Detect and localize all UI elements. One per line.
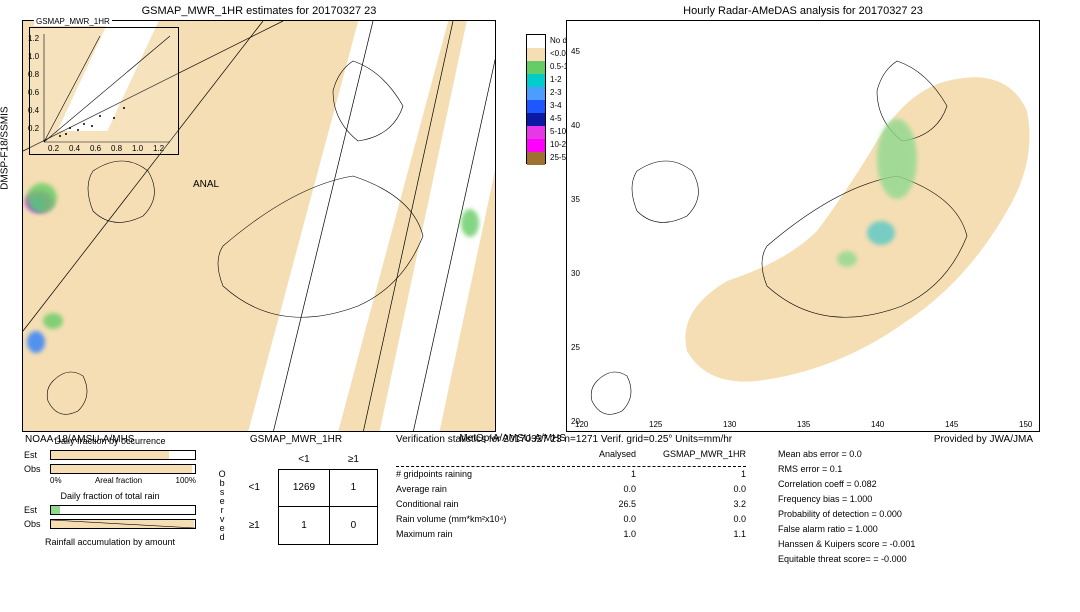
- score-row: Equitable threat score= = -0.000: [778, 554, 1018, 569]
- bottom-section: Daily fraction by occurrence Est Obs 0% …: [0, 430, 1080, 569]
- inset-plot: GSMAP_MWR_1HR 1.21.00.80.60.40.2 0.20.40…: [29, 27, 179, 155]
- inset-label: GSMAP_MWR_1HR: [34, 17, 112, 26]
- score-row: Hanssen & Kuipers score = -0.001: [778, 539, 1018, 554]
- verif-row: Conditional rain26.53.2: [396, 499, 746, 514]
- totalrain-title: Daily fraction of total rain: [24, 491, 196, 501]
- contingency-title: GSMAP_MWR_1HR: [214, 434, 378, 445]
- verif-row: Rain volume (mm*km²x10⁴)0.00.0: [396, 514, 746, 529]
- provided-label: Provided by JWA/JMA: [934, 434, 1033, 445]
- contingency-col: GSMAP_MWR_1HR <1 ≥1 Observed <1 1269 1 ≥…: [214, 434, 378, 569]
- right-map-title: Hourly Radar-AMeDAS analysis for 2017032…: [567, 5, 1039, 17]
- left-y-label: DMSP-F18/SSMIS: [0, 106, 11, 189]
- verif-row: # gridpoints raining11: [396, 469, 746, 484]
- map-row: GSMAP_MWR_1HR estimates for 20170327 23 …: [0, 0, 1080, 430]
- right-map-panel: Hourly Radar-AMeDAS analysis for 2017032…: [566, 20, 1040, 432]
- score-row: Mean abs error = 0.0: [778, 449, 1018, 464]
- score-row: Correlation coeff = 0.082: [778, 479, 1018, 494]
- metop-label: MetOp-A/AMSU-A/MHS: [459, 433, 566, 444]
- score-row: RMS error = 0.1: [778, 464, 1018, 479]
- est-bar-2: Est: [24, 503, 196, 517]
- score-row: Frequency bias = 1.000: [778, 494, 1018, 509]
- verif-row: Average rain0.00.0: [396, 484, 746, 499]
- anal-label: ANAL: [193, 179, 219, 190]
- obs-bar-2: Obs: [24, 517, 196, 531]
- fraction-bars-col: Daily fraction by occurrence Est Obs 0% …: [24, 434, 196, 569]
- verification-col: Verification statistics for 20170327 23 …: [396, 434, 1072, 569]
- left-map-panel: GSMAP_MWR_1HR estimates for 20170327 23 …: [22, 20, 496, 432]
- verif-row: Maximum rain1.01.1: [396, 529, 746, 544]
- est-bar-1: Est: [24, 448, 196, 462]
- left-x-label: NOAA-18/AMSU-A/MHS: [25, 434, 134, 445]
- left-map-title: GSMAP_MWR_1HR estimates for 20170327 23: [23, 5, 495, 17]
- obs-bar-1: Obs: [24, 462, 196, 476]
- inset-scatter-svg: [30, 28, 180, 156]
- radar-coverage-svg: [567, 21, 1039, 431]
- contingency-table: <1 ≥1 Observed <1 1269 1 ≥1 1 0: [214, 451, 378, 545]
- score-row: Probability of detection = 0.000: [778, 509, 1018, 524]
- score-row: False alarm ratio = 1.000: [778, 524, 1018, 539]
- accum-title: Rainfall accumulation by amount: [24, 537, 196, 547]
